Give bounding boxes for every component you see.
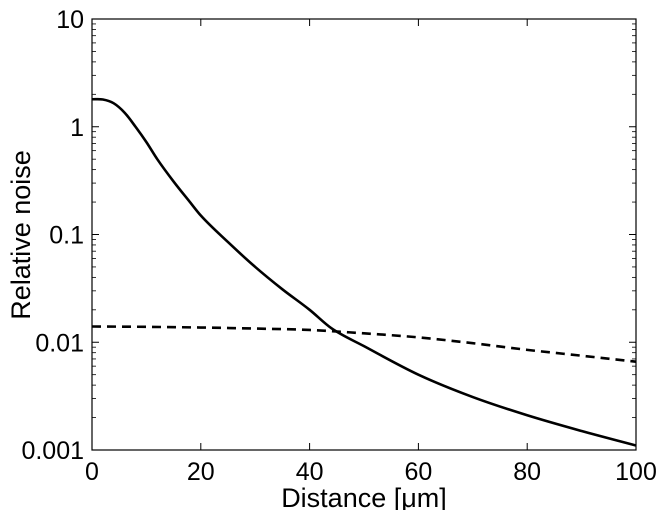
plot-frame bbox=[91, 18, 637, 451]
series-solid-line bbox=[91, 97, 637, 447]
series-layer bbox=[91, 97, 637, 447]
y-tick-label: 0.001 bbox=[21, 437, 84, 465]
x-tick-label: 40 bbox=[296, 458, 324, 486]
y-tick-label: 0.01 bbox=[35, 329, 84, 357]
x-tick-label: 60 bbox=[404, 458, 432, 486]
x-tick-label: 80 bbox=[513, 458, 541, 486]
y-axis-label: Relative noise bbox=[6, 150, 36, 320]
x-tick-label: 0 bbox=[85, 458, 99, 486]
y-tick-label: 1 bbox=[70, 114, 84, 142]
y-tick-label: 0.1 bbox=[49, 222, 84, 250]
plot-area bbox=[92, 19, 636, 450]
x-tick-label: 20 bbox=[187, 458, 215, 486]
y-tick-label: 10 bbox=[56, 6, 84, 34]
tick-labels: 0 20 40 60 80 100 0.001 0.01 0.1 1 10 bbox=[21, 6, 656, 486]
x-tick-label: 100 bbox=[615, 458, 657, 486]
x-axis-label: Distance [μm] bbox=[281, 483, 447, 510]
series-dashed-line bbox=[91, 325, 637, 363]
